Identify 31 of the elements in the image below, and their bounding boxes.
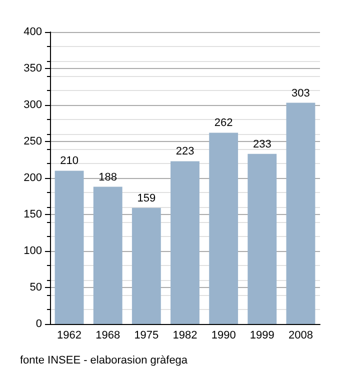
x-tick-label: 1975 — [134, 330, 159, 342]
x-tick-label: 1962 — [57, 330, 82, 342]
y-tick-label: 400 — [24, 26, 42, 38]
x-tick-label: 1999 — [250, 330, 274, 342]
x-tick-label: 2008 — [288, 330, 313, 342]
data-label: 303 — [292, 87, 310, 100]
bar — [209, 132, 238, 324]
data-label: 159 — [137, 192, 156, 204]
y-tick-label: 150 — [24, 208, 42, 220]
y-tick-label: 250 — [24, 136, 42, 148]
x-tick-label: 1990 — [211, 330, 236, 342]
source-note: fonte INSEE - elaborasion gràfega — [20, 354, 188, 366]
y-tick-label: 50 — [30, 282, 42, 294]
y-tick-label: 200 — [24, 172, 42, 184]
bar — [170, 161, 200, 324]
bar — [248, 154, 277, 324]
bar — [54, 170, 84, 324]
y-tick-label: 350 — [24, 62, 42, 74]
x-tick-label: 1982 — [172, 330, 198, 342]
data-label: 188 — [98, 171, 118, 184]
bar — [93, 186, 122, 324]
x-tick-label: 1968 — [96, 330, 120, 342]
data-label: 233 — [252, 138, 272, 150]
data-label: 262 — [214, 117, 233, 130]
bar — [286, 102, 316, 324]
bar — [132, 208, 161, 324]
y-tick-label: 100 — [24, 245, 42, 257]
data-label: 210 — [60, 155, 78, 168]
data-label: 223 — [176, 146, 194, 158]
y-tick-label: 0 — [36, 318, 42, 330]
y-tick-label: 300 — [24, 99, 42, 111]
